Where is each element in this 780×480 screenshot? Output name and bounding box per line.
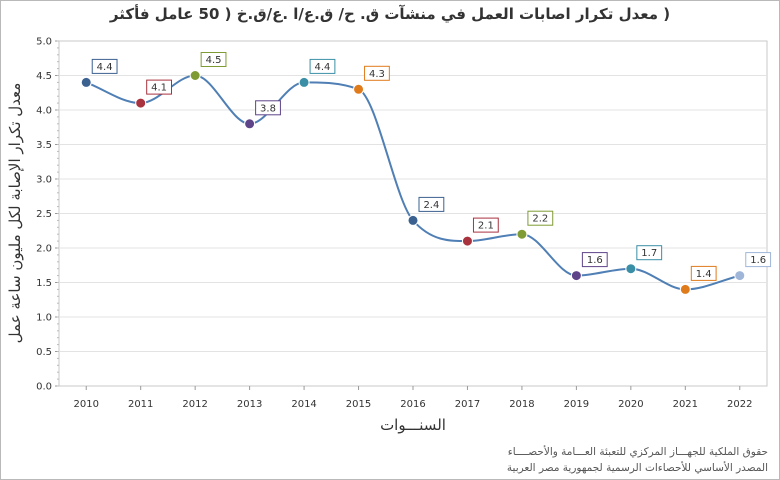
x-tick-label: 2021	[673, 399, 698, 410]
data-label-box	[309, 58, 336, 74]
data-point	[625, 263, 637, 275]
data-label-box	[364, 65, 390, 81]
y-tick-label: 4.0	[36, 106, 52, 117]
y-tick-label: 4.5	[36, 71, 52, 82]
data-label: 1.6	[587, 255, 603, 266]
data-label-box	[255, 100, 281, 116]
data-label-box	[745, 252, 772, 268]
data-label-box	[472, 217, 499, 233]
data-point	[570, 270, 582, 282]
y-tick-label: 2.5	[36, 209, 52, 220]
data-label: 1.4	[696, 269, 712, 280]
y-tick-label: 1.0	[36, 313, 52, 324]
data-point	[135, 97, 147, 109]
x-tick-label: 2011	[128, 399, 153, 410]
data-label-box	[200, 52, 227, 67]
x-tick-label: 2010	[74, 399, 99, 410]
data-label-box	[527, 210, 554, 226]
data-labels: 4.4 4.1 4.5 3.8 4.4 4.3 2.4 2.1 2.2 1.6 1.7 1.4 1.6	[91, 52, 772, 281]
data-point	[407, 214, 419, 226]
data-point	[189, 70, 201, 81]
chart-title: ( معدل تكرار اصابات العمل في منشآت ق. ح/…	[109, 5, 671, 23]
footer: حقوق الملكية للجهـــاز المركزي للتعبئة ا…	[348, 444, 768, 476]
data-point	[461, 235, 473, 247]
data-label: 2.1	[478, 221, 494, 232]
data-point	[734, 270, 746, 282]
data-label: 1.6	[750, 255, 766, 266]
x-axis: 2010 2011 2012 2013 2014 2015 2016 2017 2018 2019…	[74, 386, 752, 410]
data-point	[516, 228, 528, 240]
data-label: 4.4	[315, 62, 331, 73]
y-tick-label: 1.5	[36, 278, 52, 289]
data-label-box	[690, 265, 717, 281]
x-tick-label: 2016	[400, 399, 425, 410]
data-label-box	[636, 245, 663, 261]
data-label: 4.3	[369, 69, 385, 80]
data-label: 3.8	[260, 103, 276, 114]
data-label: 1.7	[641, 248, 657, 259]
data-label: 4.1	[151, 83, 167, 94]
footer-line-2: المصدر الأساسي للأحصاءات الرسمية لجمهوري…	[506, 462, 768, 474]
y-tick-label: 0.5	[36, 347, 52, 358]
y-tick-label: 0.0	[36, 382, 52, 393]
data-point	[679, 283, 691, 295]
data-point	[244, 118, 256, 130]
data-label: 2.2	[532, 214, 548, 225]
data-point	[80, 76, 92, 88]
y-tick-label: 5.0	[36, 37, 52, 48]
x-tick-label: 2014	[291, 399, 316, 410]
footer-line-1: حقوق الملكية للجهـــاز المركزي للتعبئة ا…	[507, 446, 768, 458]
x-tick-label: 2012	[182, 399, 207, 410]
data-label-box	[581, 252, 608, 268]
data-point	[353, 83, 365, 95]
x-tick-label: 2017	[455, 399, 480, 410]
y-tick-label: 2.0	[36, 244, 52, 255]
data-points	[80, 70, 746, 295]
data-label-box	[418, 196, 445, 212]
x-tick-label: 2020	[618, 399, 643, 410]
x-axis-title: السنـــوات	[380, 416, 446, 434]
x-tick-label: 2019	[564, 399, 589, 410]
y-axis: 0.0 0.5 1.0 1.5 2.0 2.5 3.0 3.5 4.0 4.5 5.0	[36, 37, 59, 393]
x-tick-label: 2022	[727, 399, 752, 410]
y-tick-label: 3.5	[36, 140, 52, 151]
data-label: 2.4	[423, 200, 439, 211]
x-tick-label: 2015	[346, 399, 371, 410]
data-label: 4.5	[206, 55, 222, 66]
data-label-box	[91, 58, 118, 74]
data-label-box	[146, 79, 172, 95]
x-tick-label: 2013	[237, 399, 262, 410]
data-label: 4.4	[97, 62, 113, 73]
y-tick-label: 3.0	[36, 175, 52, 186]
y-axis-title: معدل تكرار الإصابة لكل مليون ساعة عمل	[6, 83, 24, 344]
data-point	[298, 76, 310, 88]
x-tick-label: 2018	[509, 399, 534, 410]
